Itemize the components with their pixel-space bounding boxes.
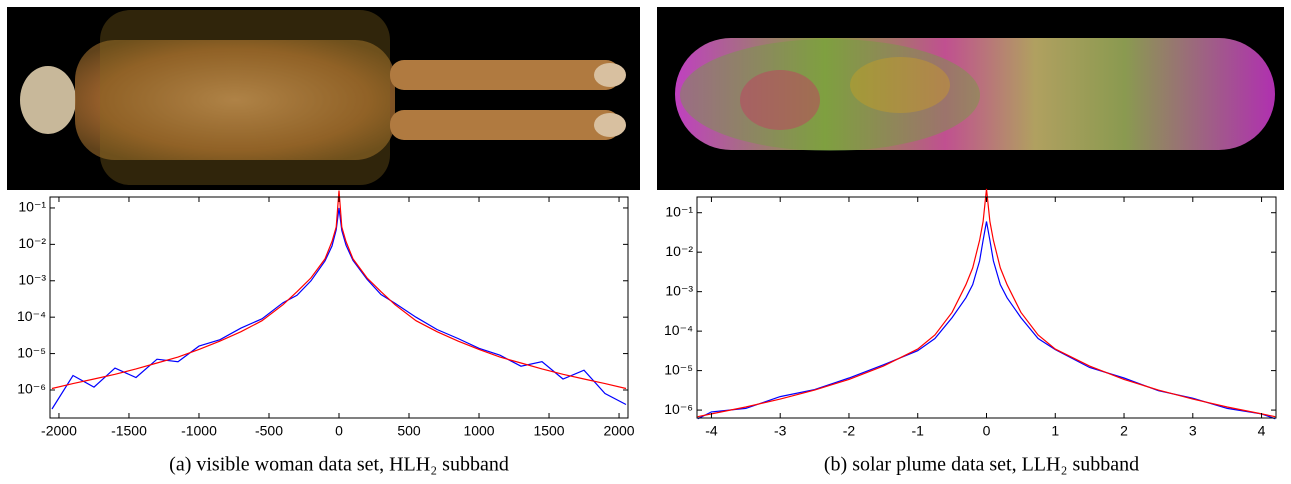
x-tick-label: 2000	[603, 423, 634, 439]
x-tick-label: -500	[255, 423, 283, 439]
x-tick-label: -2000	[41, 423, 77, 439]
x-tick-label: 1	[1051, 423, 1059, 439]
x-tick-label: 2	[1120, 423, 1128, 439]
series-line	[697, 188, 1276, 418]
plot-frame	[49, 196, 629, 419]
series-line	[697, 221, 1276, 420]
y-tick-label: 10⁻⁵	[664, 361, 693, 377]
x-tick-label: -4	[705, 423, 718, 439]
y-tick-label: 10⁻⁶	[664, 401, 693, 417]
plot-frame	[696, 196, 1277, 419]
y-tick-label: 10⁻⁴	[17, 308, 46, 324]
y-tick-label: 10⁻²	[18, 235, 46, 251]
y-tick-label: 10⁻¹	[665, 203, 693, 219]
x-tick-label: 0	[983, 423, 991, 439]
figure-caption: (a) visible woman data set, HLH₂ subband	[169, 454, 509, 476]
y-tick-label: 10⁻³	[18, 271, 46, 287]
y-tick-label: 10⁻²	[665, 243, 693, 259]
figure-caption: (b) solar plume data set, LLH₂ subband	[824, 454, 1139, 476]
x-tick-label: 1500	[533, 423, 564, 439]
series-line	[51, 190, 627, 390]
series-line	[51, 207, 627, 410]
image-solar-plume	[657, 7, 1284, 190]
x-tick-label: 4	[1258, 423, 1266, 439]
x-tick-label: -3	[774, 423, 787, 439]
y-tick-label: 10⁻³	[665, 282, 693, 298]
x-tick-label: -1500	[111, 423, 147, 439]
x-tick-label: -1	[912, 423, 925, 439]
x-tick-label: 0	[335, 423, 343, 439]
x-tick-label: 500	[397, 423, 421, 439]
x-tick-label: -2	[843, 423, 856, 439]
y-tick-label: 10⁻⁶	[17, 381, 46, 397]
y-tick-label: 10⁻⁴	[664, 322, 693, 338]
x-tick-label: 1000	[463, 423, 494, 439]
x-tick-label: -1000	[181, 423, 217, 439]
y-tick-label: 10⁻⁵	[17, 344, 46, 360]
y-tick-label: 10⁻¹	[18, 199, 46, 215]
x-tick-label: 3	[1189, 423, 1197, 439]
image-visible-woman	[7, 7, 640, 190]
